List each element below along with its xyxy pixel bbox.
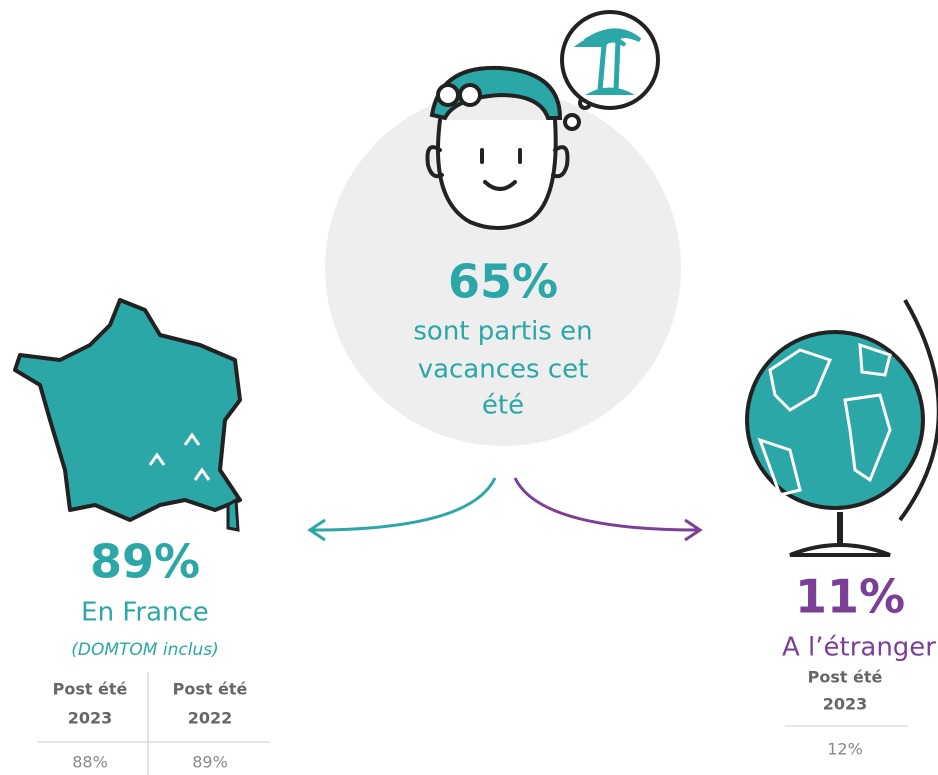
france-value: 89%: [90, 535, 200, 589]
center-line: été: [482, 391, 524, 421]
center-circle: [325, 90, 681, 446]
face-illustration: [425, 65, 570, 231]
france-map: [13, 298, 242, 532]
arrow-france: [307, 477, 497, 542]
thought-bubble: [560, 10, 660, 131]
table-header: 2023: [823, 695, 868, 714]
arrow-abroad: [513, 477, 703, 542]
table-cell: 89%: [192, 753, 228, 772]
table-header: Post été: [53, 680, 128, 699]
table-header: 2023: [68, 709, 113, 728]
table-header: 2022: [188, 709, 233, 728]
france-label: En France: [81, 598, 209, 628]
center-line: vacances cet: [418, 355, 589, 385]
globe: [745, 298, 938, 557]
table-cell: 88%: [72, 753, 108, 772]
abroad-value: 11%: [795, 570, 905, 624]
france-note: (DOMTOM inclus): [71, 640, 218, 660]
center-line: sont partis en: [413, 317, 592, 347]
table-header: Post été: [808, 668, 883, 687]
table-header: Post été: [173, 680, 248, 699]
abroad-label: A l’étranger: [782, 633, 936, 663]
table-cell: 12%: [827, 740, 863, 759]
center-value: 65%: [448, 255, 558, 309]
